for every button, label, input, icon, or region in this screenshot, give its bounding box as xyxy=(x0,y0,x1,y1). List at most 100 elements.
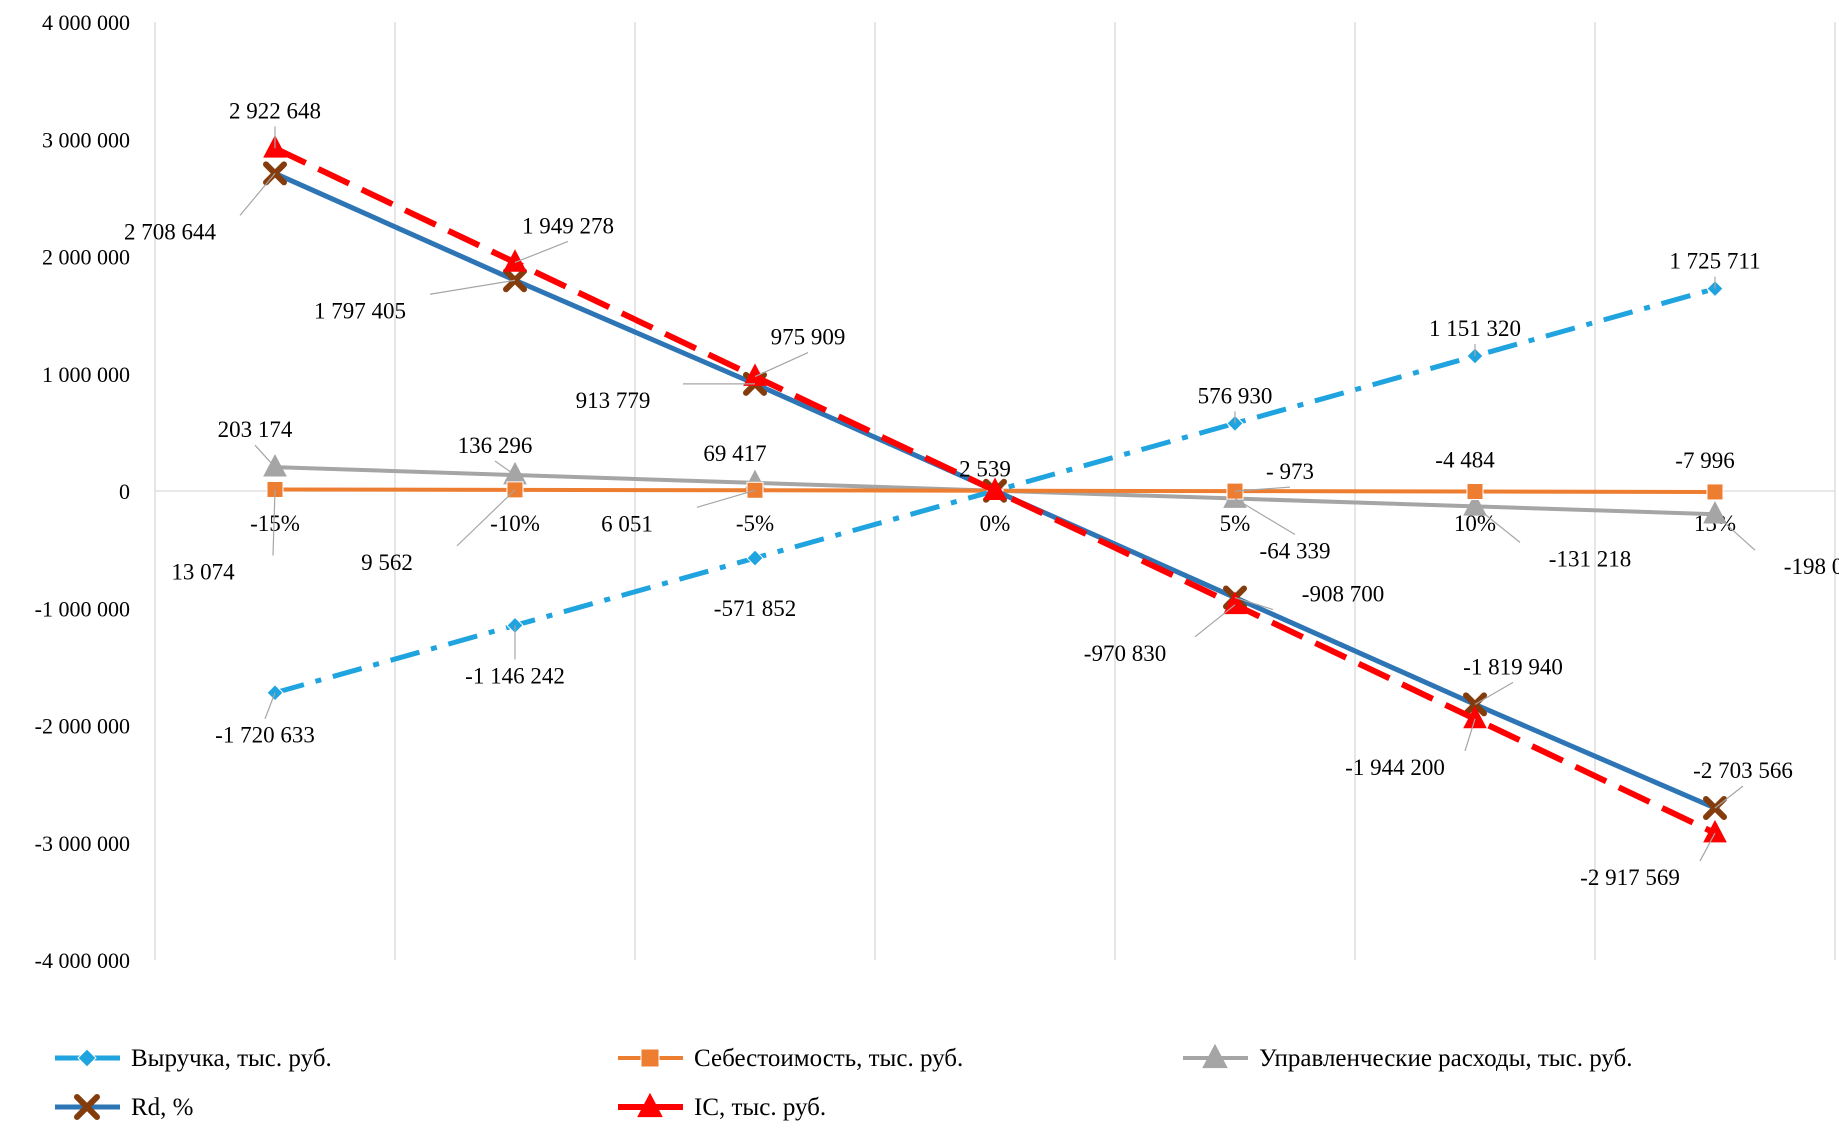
data-label: 1 797 405 xyxy=(314,298,406,323)
leader-line xyxy=(456,489,516,547)
data-label: -4 484 xyxy=(1435,448,1495,473)
data-label: 2 539 xyxy=(959,457,1011,482)
leader-line xyxy=(1699,832,1716,862)
y-tick-label: 3 000 000 xyxy=(42,127,130,152)
data-point-marker xyxy=(1703,819,1727,843)
legend: Выручка, тыс. руб. Себестоимость, тыс. ру… xyxy=(55,1043,1633,1121)
data-point-marker xyxy=(1463,493,1487,516)
series-lines xyxy=(263,135,1727,843)
data-label: 2 922 648 xyxy=(229,98,321,123)
data-labels: -1 720 633 -1 146 242 -571 852 2 539 576 930… xyxy=(124,98,1839,890)
data-label: 576 930 xyxy=(1198,383,1273,408)
y-tick-label: 2 000 000 xyxy=(42,245,130,270)
marker-stroke xyxy=(74,1094,100,1120)
leader-line xyxy=(264,692,276,719)
data-point-marker xyxy=(637,1092,663,1118)
y-tick-label: 0 xyxy=(119,479,130,504)
data-label: -1 819 940 xyxy=(1463,654,1563,679)
legend-label: Управленческие расходы, тыс. руб. xyxy=(1259,1045,1633,1072)
legend-label: IC, тыс. руб. xyxy=(694,1094,826,1121)
data-label: 69 417 xyxy=(703,441,766,466)
data-label: -1 146 242 xyxy=(465,663,565,688)
legend-item: IC, тыс. руб. xyxy=(618,1092,826,1121)
leader-line xyxy=(272,489,276,556)
data-label: 6 051 xyxy=(601,511,653,536)
y-tick-label: -4 000 000 xyxy=(35,948,130,973)
data-point-marker xyxy=(983,477,1007,501)
data-label: 9 562 xyxy=(361,550,413,575)
y-tick-label: -3 000 000 xyxy=(35,831,130,856)
data-point-marker xyxy=(1703,501,1727,524)
label-leader-lines xyxy=(239,126,1756,862)
data-label: -571 852 xyxy=(714,596,796,621)
series-markers-4 xyxy=(263,135,1727,843)
leader-line xyxy=(696,489,756,508)
data-label: 1 151 320 xyxy=(1429,316,1521,341)
data-point-marker xyxy=(640,1048,660,1068)
data-label: 913 779 xyxy=(576,388,651,413)
leader-line xyxy=(1714,513,1756,551)
legend-label: Rd, % xyxy=(131,1094,194,1121)
y-tick-label: -2 000 000 xyxy=(35,714,130,739)
x-axis-ticks: -15%-10%-5%0%5%10%15% xyxy=(250,511,1736,536)
data-point-marker xyxy=(1202,1043,1228,1069)
leader-line xyxy=(1234,498,1296,536)
legend-item: Выручка, тыс. руб. xyxy=(55,1045,332,1072)
data-label: -1 720 633 xyxy=(215,723,315,748)
leader-line xyxy=(514,240,569,264)
y-tick-label: 1 000 000 xyxy=(42,362,130,387)
data-point-marker xyxy=(77,1048,97,1068)
leader-line xyxy=(1714,785,1744,809)
leader-line xyxy=(1464,718,1476,752)
y-tick-label: 4 000 000 xyxy=(42,10,130,35)
legend-item: Управленческие расходы, тыс. руб. xyxy=(1183,1043,1633,1072)
y-axis-ticks: 4 000 000 3 000 000 2 000 000 1 000 000 0 -1 … xyxy=(35,10,130,973)
data-point-marker xyxy=(1466,483,1484,501)
data-label: 2 708 644 xyxy=(124,219,217,244)
x-tick-label: 5% xyxy=(1220,511,1251,536)
leader-line xyxy=(429,279,516,295)
data-label: 13 074 xyxy=(171,559,235,584)
data-label: 1 725 711 xyxy=(1669,249,1760,274)
x-tick-label: -5% xyxy=(736,511,774,536)
leader-line xyxy=(1234,596,1274,611)
data-label: -2 703 566 xyxy=(1693,758,1793,783)
data-label: 975 909 xyxy=(771,325,846,350)
leader-line xyxy=(1474,505,1521,543)
leader-line xyxy=(494,460,516,476)
x-tick-label: -10% xyxy=(490,511,540,536)
leader-line xyxy=(1234,486,1291,492)
data-label: 136 296 xyxy=(458,433,533,458)
legend-label: Выручка, тыс. руб. xyxy=(131,1045,332,1072)
data-point-marker xyxy=(1706,483,1724,501)
data-label: -970 830 xyxy=(1084,641,1166,666)
data-label: - 973 xyxy=(1266,459,1314,484)
legend-item: Себестоимость, тыс. руб. xyxy=(618,1045,963,1072)
data-label: -7 996 xyxy=(1675,448,1734,473)
data-point-marker xyxy=(746,549,764,567)
leader-line xyxy=(754,352,809,378)
data-label: -64 339 xyxy=(1260,539,1331,564)
legend-item: Rd, % xyxy=(55,1094,194,1121)
data-label: 1 949 278 xyxy=(522,213,614,238)
data-label: -1 944 200 xyxy=(1345,755,1445,780)
x-tick-label: -15% xyxy=(250,511,300,536)
leader-line xyxy=(1474,681,1514,705)
legend-label: Себестоимость, тыс. руб. xyxy=(694,1045,963,1072)
data-label: 203 174 xyxy=(218,417,293,442)
leader-line xyxy=(1194,604,1236,638)
data-point-marker xyxy=(1223,591,1247,615)
leader-line xyxy=(239,173,276,216)
data-label: -131 218 xyxy=(1549,546,1631,571)
data-label: -2 917 569 xyxy=(1580,865,1680,890)
data-point-marker xyxy=(743,363,767,386)
y-tick-label: -1 000 000 xyxy=(35,596,130,621)
data-label: -198 096 xyxy=(1784,554,1839,579)
data-point-marker xyxy=(74,1094,100,1120)
x-tick-label: 0% xyxy=(980,511,1011,536)
leader-line xyxy=(254,444,276,468)
data-label: -908 700 xyxy=(1302,582,1384,607)
data-point-marker xyxy=(263,454,287,477)
data-point-marker xyxy=(1463,705,1487,729)
